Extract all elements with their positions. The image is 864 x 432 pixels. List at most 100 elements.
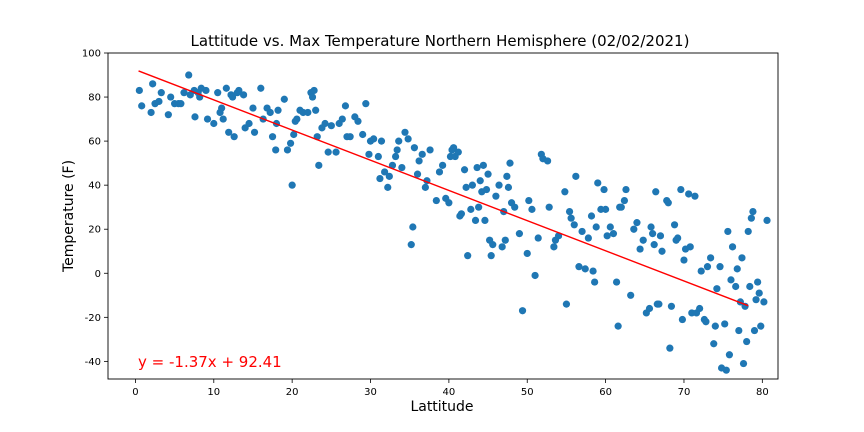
data-point <box>587 212 596 220</box>
data-point <box>724 227 732 236</box>
y-axis-ticks: -40 -20 0 20 40 60 80 100 <box>82 49 108 368</box>
data-point <box>310 86 318 95</box>
data-point <box>686 243 694 251</box>
data-point <box>562 300 571 308</box>
data-point <box>506 159 514 167</box>
data-point <box>487 252 495 260</box>
data-point <box>272 146 280 154</box>
data-point <box>460 166 469 174</box>
data-point <box>727 276 735 284</box>
data-point <box>210 119 218 128</box>
x-axis-ticks: 0 10 20 30 40 50 60 70 80 <box>132 379 769 398</box>
x-tick-label: 0 <box>132 387 138 398</box>
x-tick-label: 70 <box>678 387 691 398</box>
data-point <box>489 241 497 249</box>
data-point <box>658 247 666 255</box>
data-point <box>157 89 165 97</box>
data-point <box>594 179 602 187</box>
x-tick-label: 10 <box>207 387 220 398</box>
data-point <box>633 219 641 227</box>
data-point <box>149 80 157 88</box>
data-point <box>710 340 718 348</box>
data-point <box>268 133 277 141</box>
data-point <box>324 148 332 156</box>
data-point <box>393 146 401 154</box>
data-point <box>713 285 721 293</box>
data-point <box>239 91 248 99</box>
y-axis-label: Temperature (F) <box>61 160 77 273</box>
data-point <box>606 223 614 231</box>
data-point <box>589 267 597 275</box>
data-point <box>550 243 558 251</box>
data-point <box>622 185 630 194</box>
data-point <box>266 108 274 117</box>
data-point <box>617 203 625 211</box>
data-point <box>473 163 481 172</box>
data-point <box>492 192 500 200</box>
data-point <box>746 282 754 291</box>
y-tick-label: -20 <box>85 313 101 324</box>
data-point <box>749 207 757 216</box>
data-point <box>475 203 483 211</box>
data-point <box>203 115 212 123</box>
data-point <box>674 234 682 242</box>
data-point <box>454 148 462 156</box>
y-tick-label: 20 <box>88 225 101 236</box>
data-point <box>591 278 599 286</box>
data-point <box>732 282 740 291</box>
data-point <box>235 86 243 95</box>
data-point <box>721 320 729 328</box>
data-point <box>678 315 686 324</box>
data-point <box>445 199 453 207</box>
data-point <box>457 210 466 218</box>
data-point <box>288 181 296 189</box>
data-point <box>716 263 724 271</box>
data-point <box>575 263 583 271</box>
data-point <box>274 106 282 114</box>
data-point <box>544 157 552 165</box>
data-point <box>377 137 386 145</box>
data-point <box>666 344 674 352</box>
data-point <box>636 245 644 253</box>
data-point <box>523 249 531 258</box>
data-point <box>647 223 655 231</box>
data-point <box>677 185 685 194</box>
data-point <box>627 291 635 299</box>
data-point <box>476 177 484 185</box>
data-point <box>531 271 539 280</box>
data-point <box>471 216 480 225</box>
data-point <box>293 115 301 123</box>
data-point <box>545 203 553 211</box>
data-point <box>202 86 210 95</box>
y-tick-label: 60 <box>88 137 101 148</box>
data-point <box>630 225 638 233</box>
x-tick-label: 50 <box>521 387 534 398</box>
regression-equation: y = -1.37x + 92.41 <box>138 353 282 371</box>
x-tick-label: 80 <box>756 387 769 398</box>
data-point <box>702 318 710 326</box>
data-point <box>744 227 752 236</box>
data-point <box>413 170 422 178</box>
data-point <box>685 190 693 198</box>
y-tick-label: 0 <box>95 269 101 280</box>
data-point <box>479 161 487 169</box>
data-point <box>655 300 663 308</box>
y-tick-label: -40 <box>85 357 101 368</box>
data-point <box>449 144 458 152</box>
data-point <box>664 199 672 207</box>
data-point <box>511 203 519 211</box>
data-point <box>395 137 403 145</box>
data-point <box>484 170 492 178</box>
data-point <box>401 128 409 136</box>
data-point <box>321 119 329 128</box>
data-point <box>385 172 393 180</box>
data-point <box>138 102 146 110</box>
data-point <box>609 230 618 238</box>
data-point <box>614 322 622 330</box>
data-point <box>327 122 335 130</box>
data-point <box>747 214 755 222</box>
data-point <box>581 265 589 273</box>
data-point <box>528 205 536 213</box>
data-point <box>185 71 193 79</box>
